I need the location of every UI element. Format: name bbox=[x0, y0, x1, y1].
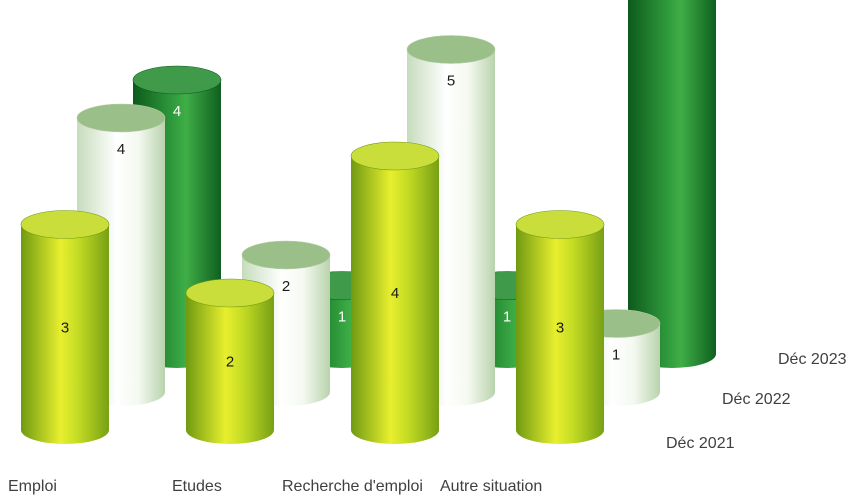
bar-top bbox=[20, 210, 110, 239]
category-label: Emploi bbox=[8, 478, 57, 495]
bar-0-3: 3 bbox=[515, 210, 605, 444]
bar-top bbox=[515, 210, 605, 239]
bar-top bbox=[350, 141, 440, 171]
bar-2-3: 6 bbox=[628, 0, 716, 368]
data-label: 1 bbox=[612, 347, 620, 364]
bar-0-1: 2 bbox=[185, 278, 275, 444]
category-label: Recherche d'emploi bbox=[282, 478, 423, 495]
data-label: 1 bbox=[503, 309, 511, 326]
data-label: 4 bbox=[117, 141, 125, 158]
data-label: 4 bbox=[391, 285, 399, 302]
category-label: Etudes bbox=[172, 478, 222, 495]
bar-top bbox=[76, 103, 166, 133]
data-label: 3 bbox=[556, 319, 564, 336]
series-label: Déc 2023 bbox=[778, 351, 847, 368]
data-label: 1 bbox=[338, 309, 346, 326]
bar-top bbox=[132, 65, 222, 95]
bar-body bbox=[21, 224, 109, 444]
bar-body bbox=[186, 293, 274, 444]
bar-body bbox=[351, 156, 439, 444]
bar-0-0: 3 bbox=[20, 210, 110, 444]
data-label: 5 bbox=[447, 73, 455, 90]
data-label: 2 bbox=[282, 278, 290, 295]
bar-0-2: 4 bbox=[350, 141, 440, 444]
data-label: 2 bbox=[226, 354, 234, 371]
series-label: Déc 2022 bbox=[722, 391, 791, 408]
category-label: Autre situation bbox=[440, 478, 542, 495]
bar-body bbox=[628, 0, 716, 368]
data-label: 4 bbox=[173, 103, 181, 120]
bar-top bbox=[185, 278, 275, 308]
bar-body bbox=[516, 224, 604, 444]
bar-top bbox=[406, 35, 496, 64]
series-label: Déc 2021 bbox=[666, 435, 735, 452]
data-label: 3 bbox=[61, 319, 69, 336]
bar-top bbox=[241, 240, 331, 270]
